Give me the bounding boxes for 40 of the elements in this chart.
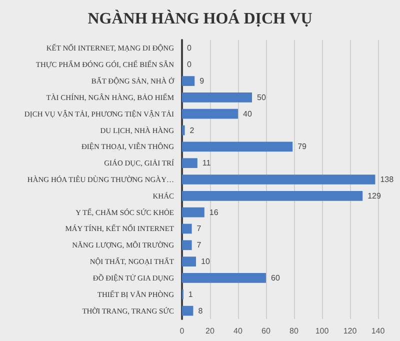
bar <box>182 240 192 250</box>
bar <box>182 207 204 218</box>
x-tick-label: 20 <box>206 326 215 336</box>
bar <box>182 76 195 86</box>
data-label: 1 <box>188 290 194 299</box>
bar <box>182 190 363 201</box>
data-label: 16 <box>209 208 219 217</box>
data-label: 60 <box>271 273 280 282</box>
bar <box>182 306 194 316</box>
x-tick-label: 140 <box>371 326 386 336</box>
data-label: 138 <box>380 175 394 184</box>
data-label: 40 <box>243 109 252 118</box>
x-tick-label: 120 <box>343 326 358 336</box>
data-label: 8 <box>198 306 204 316</box>
data-label: 0 <box>187 44 192 53</box>
bar <box>182 174 376 184</box>
data-label: 11 <box>202 158 212 168</box>
x-tick-label: 40 <box>234 326 243 336</box>
bar <box>182 142 293 152</box>
bar <box>182 273 266 283</box>
x-tick-label: 100 <box>315 326 330 336</box>
x-tick-label: 0 <box>180 326 185 336</box>
data-label: 7 <box>196 224 202 234</box>
bar <box>182 125 185 136</box>
data-label: 10 <box>201 257 210 266</box>
data-label: 50 <box>257 92 266 102</box>
x-tick-label: 60 <box>262 326 271 336</box>
data-label: 129 <box>368 191 382 200</box>
data-label: 79 <box>298 142 308 152</box>
data-label: 7 <box>196 240 202 250</box>
bar <box>182 256 196 266</box>
chart-title: NGÀNH HÀNG HOÁ DỊCH VỤ <box>88 10 313 28</box>
data-label: 9 <box>200 76 205 86</box>
bar <box>182 108 238 119</box>
data-label: 0 <box>187 60 192 70</box>
bar <box>182 158 198 168</box>
data-label: 2 <box>190 126 195 135</box>
bar <box>182 224 192 234</box>
bar <box>182 92 252 102</box>
x-tick-label: 80 <box>290 326 299 336</box>
